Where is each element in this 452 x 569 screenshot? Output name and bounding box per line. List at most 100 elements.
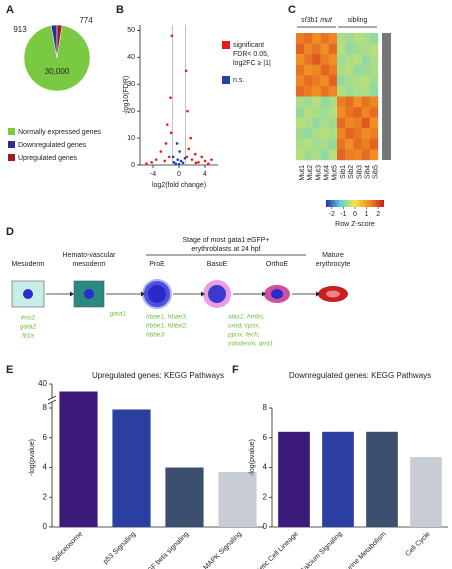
heat-cell xyxy=(296,138,305,150)
heat-cell xyxy=(304,85,313,97)
heat-cell xyxy=(345,128,354,140)
bar xyxy=(218,471,257,527)
x-tick-label: Spliceosome xyxy=(51,531,84,564)
heat-cell xyxy=(312,85,321,97)
y-axis-label: -log10(FDR) xyxy=(123,76,130,115)
column-label: Mut3 xyxy=(315,165,322,181)
point xyxy=(194,161,198,165)
heat-cell xyxy=(361,107,370,118)
heat-cell xyxy=(345,54,354,65)
heat-cell xyxy=(369,107,379,118)
panel-label: C xyxy=(288,4,296,16)
point xyxy=(166,123,169,126)
panel-label: D xyxy=(6,226,14,238)
point xyxy=(171,155,175,159)
point xyxy=(186,109,189,113)
y-tick-label: 8 xyxy=(263,403,268,412)
point xyxy=(170,34,174,38)
heat-cell xyxy=(345,96,354,108)
x-tick-label: p53 Signaling xyxy=(102,531,137,566)
point xyxy=(179,159,183,163)
x-tick-label: Cell Cycle xyxy=(404,531,431,558)
heat-cell xyxy=(304,43,313,55)
heat-cell xyxy=(328,128,338,140)
heat-cell xyxy=(369,138,379,150)
heat-cell xyxy=(369,64,379,76)
heat-cell xyxy=(345,64,354,76)
y-tick-label: 8 xyxy=(43,403,48,412)
heat-cell xyxy=(361,43,370,55)
heat-cell xyxy=(320,54,329,65)
point xyxy=(177,162,181,166)
heat-cell xyxy=(337,85,346,97)
pie-slice xyxy=(56,24,63,59)
heat-cell xyxy=(369,54,379,65)
heat-cell xyxy=(328,64,338,76)
gene-label: urod, cpox, xyxy=(228,323,260,330)
x-tick-label: -4 xyxy=(150,171,156,178)
heat-cell xyxy=(361,85,370,97)
heat-cell xyxy=(328,75,338,87)
heat-cell xyxy=(345,117,354,129)
heat-cell xyxy=(296,117,305,129)
column-label: Sib3 xyxy=(356,165,363,179)
heat-cell xyxy=(337,54,346,65)
heat-cell xyxy=(304,107,313,118)
node-label: Mature xyxy=(322,252,344,259)
column-label: Mut1 xyxy=(299,165,306,181)
heat-cell xyxy=(296,54,305,65)
y-tick-label: 6 xyxy=(263,433,268,442)
heat-cell xyxy=(345,85,354,97)
heat-cell xyxy=(320,107,329,118)
heat-cell xyxy=(337,117,346,129)
column-label: Mut2 xyxy=(307,165,314,181)
node-label: erythrocyte xyxy=(316,261,351,268)
stage-label: erythroblasts at 24 hpf xyxy=(191,246,260,253)
panel-label: E xyxy=(6,364,13,376)
y-tick-label: 20 xyxy=(127,108,135,115)
column-label: Sib2 xyxy=(348,165,355,179)
node-label: Hemato-vascular xyxy=(63,252,117,259)
heat-cell xyxy=(304,128,313,140)
heat-cell xyxy=(369,96,379,108)
gene-label: hbae1, hbae3, xyxy=(146,314,188,321)
axis-break xyxy=(47,395,57,405)
legend-swatch xyxy=(8,141,15,148)
heat-cell xyxy=(304,149,313,161)
nucleus xyxy=(84,289,94,299)
arrow-head xyxy=(316,291,320,297)
heat-cell xyxy=(296,64,305,76)
point xyxy=(159,150,163,153)
heat-cell xyxy=(320,43,329,55)
heat-cell xyxy=(304,64,313,76)
x-tick-label: TGF beta signaling xyxy=(143,531,190,569)
point xyxy=(185,155,189,159)
y-tick-label: 6 xyxy=(43,433,48,442)
heat-cell xyxy=(353,128,362,140)
heat-cell xyxy=(369,85,379,97)
x-tick-label: Calcium Signaling xyxy=(299,531,344,569)
heat-cell xyxy=(312,96,321,108)
y-tick-label: 40 xyxy=(127,54,135,61)
colorbar-tick-label: -2 xyxy=(329,211,335,218)
heat-cell xyxy=(361,96,370,108)
y-tick-label: 30 xyxy=(127,81,135,88)
heat-cell xyxy=(361,149,370,161)
point xyxy=(150,161,153,164)
colorbar-tick-label: 2 xyxy=(376,211,380,218)
heat-cell xyxy=(337,64,346,76)
column-label: Sib5 xyxy=(373,165,380,179)
heat-cell xyxy=(320,33,329,44)
x-tick-label: Hematopoietic Cell Lineage xyxy=(234,531,300,569)
heat-cell xyxy=(296,33,305,44)
legend-swatch xyxy=(222,41,230,49)
heat-cell xyxy=(328,54,338,65)
point xyxy=(178,150,181,153)
chart-title: Downregulated genes: KEGG Pathways xyxy=(289,371,431,380)
point xyxy=(184,69,188,73)
bar xyxy=(59,391,98,527)
point xyxy=(200,155,204,159)
point xyxy=(183,156,187,160)
heat-cell xyxy=(345,75,354,87)
panel-label: A xyxy=(6,4,14,16)
